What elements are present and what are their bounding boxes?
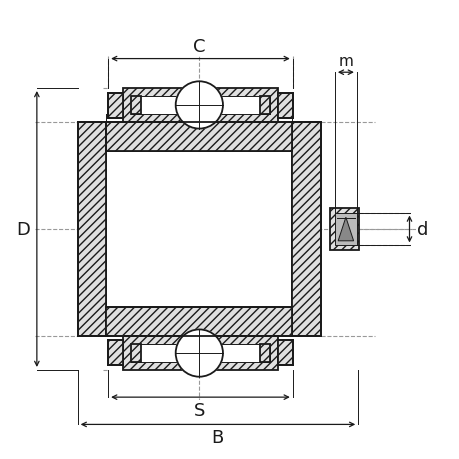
Bar: [259, 344, 269, 362]
Circle shape: [175, 330, 223, 377]
Bar: [330, 209, 358, 250]
Text: m: m: [338, 54, 353, 69]
Bar: [108, 94, 123, 118]
Bar: [277, 94, 292, 118]
Circle shape: [175, 82, 223, 129]
Bar: [123, 89, 277, 123]
Bar: [277, 341, 292, 365]
Text: B: B: [211, 428, 223, 446]
Bar: [131, 344, 141, 362]
Bar: [123, 336, 277, 370]
Bar: [131, 344, 269, 362]
Bar: [291, 123, 320, 336]
Bar: [131, 97, 269, 115]
Bar: [131, 97, 141, 115]
Text: d: d: [416, 220, 427, 239]
Bar: [334, 213, 356, 246]
Polygon shape: [337, 218, 353, 241]
Text: D: D: [16, 220, 30, 239]
Bar: [78, 123, 320, 336]
Bar: [106, 308, 291, 336]
Bar: [259, 97, 269, 115]
Bar: [106, 151, 291, 308]
Bar: [108, 341, 123, 365]
Bar: [78, 123, 106, 336]
Text: S: S: [193, 401, 205, 419]
Text: C: C: [193, 38, 205, 56]
Bar: [106, 123, 291, 151]
